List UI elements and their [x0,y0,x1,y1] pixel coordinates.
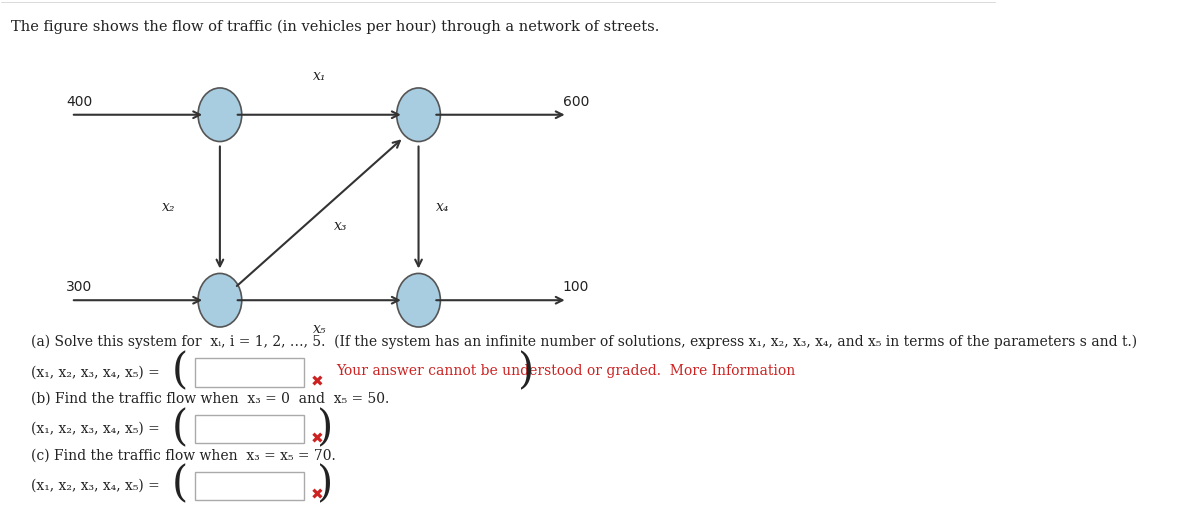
FancyBboxPatch shape [196,415,305,443]
Text: (x₁, x₂, x₃, x₄, x₅) =: (x₁, x₂, x₃, x₄, x₅) = [31,422,160,436]
Text: ✖: ✖ [311,488,323,503]
Text: 100: 100 [563,280,589,294]
Text: (x₁, x₂, x₃, x₄, x₅) =: (x₁, x₂, x₃, x₄, x₅) = [31,479,160,493]
Text: x₅: x₅ [312,322,326,336]
Text: (a) Solve this system for  xᵢ, i = 1, 2, …, 5.  (If the system has an infinite n: (a) Solve this system for xᵢ, i = 1, 2, … [31,335,1138,349]
FancyBboxPatch shape [196,358,305,386]
Ellipse shape [198,88,241,141]
Ellipse shape [198,274,241,327]
Text: x₃: x₃ [334,219,348,233]
Text: ✖: ✖ [311,431,323,447]
Ellipse shape [397,88,440,141]
Text: The figure shows the flow of traffic (in vehicles per hour) through a network of: The figure shows the flow of traffic (in… [11,19,660,34]
Text: x₂: x₂ [162,200,175,214]
Text: (: ( [172,407,188,449]
Text: Your answer cannot be understood or graded.  More Information: Your answer cannot be understood or grad… [336,364,796,378]
Text: (: ( [172,464,188,506]
Text: (: ( [172,350,188,392]
Ellipse shape [397,274,440,327]
Text: ): ) [518,350,534,392]
Text: (b) Find the traffic flow when  x₃ = 0  and  x₅ = 50.: (b) Find the traffic flow when x₃ = 0 an… [31,392,390,406]
Text: (x₁, x₂, x₃, x₄, x₅) =: (x₁, x₂, x₃, x₄, x₅) = [31,365,160,379]
Text: ✖: ✖ [311,375,323,390]
Text: 600: 600 [563,95,589,109]
Text: ): ) [317,464,334,506]
Text: (c) Find the traffic flow when  x₃ = x₅ = 70.: (c) Find the traffic flow when x₃ = x₅ =… [31,449,336,463]
FancyBboxPatch shape [196,471,305,500]
Text: 300: 300 [66,280,92,294]
Text: ): ) [317,407,334,449]
Text: x₄: x₄ [437,200,450,214]
Text: x₁: x₁ [312,69,326,83]
Text: 400: 400 [66,95,92,109]
